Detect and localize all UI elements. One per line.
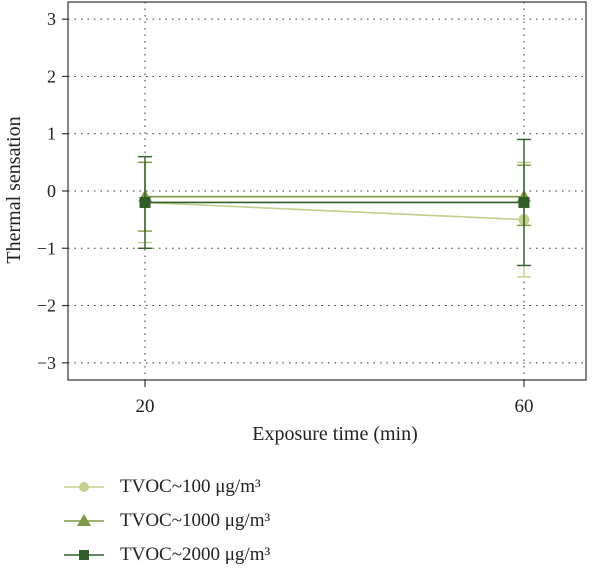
legend-label: TVOC~100 μg/m³ [120,476,261,497]
x-tick-label: 20 [136,396,155,417]
data-point [139,196,151,208]
y-tick-label: −2 [37,296,56,316]
y-tick-label: 3 [47,9,56,29]
legend-item: TVOC~2000 μg/m³ [62,538,270,572]
legend-label: TVOC~2000 μg/m³ [120,544,271,565]
x-axis-label: Exposure time (min) [252,423,418,445]
legend-swatch-square [64,550,104,560]
legend-label: TVOC~1000 μg/m³ [120,510,271,531]
y-tick-label: 2 [47,66,56,86]
x-tick-label: 60 [515,396,534,417]
data-point [518,196,530,208]
legend-swatch-circle [64,482,104,492]
y-tick-label: 0 [47,181,56,201]
chart: 3 2 1 0 −1 −2 −3 20 60 Exposure time (min) Therm… [3,1,587,445]
legend: TVOC~100 μg/m³ TVOC~1000 μg/m³ TVOC~2000… [62,470,270,572]
y-tick-label: −1 [37,238,56,258]
series-line [144,201,525,221]
legend-item: TVOC~100 μg/m³ [62,470,270,504]
y-axis-label: Thermal sensation [3,116,25,263]
y-tick-label: 1 [47,124,56,144]
y-tick-label: −3 [37,353,56,373]
legend-swatch-triangle [64,514,104,526]
legend-item: TVOC~1000 μg/m³ [62,504,270,538]
